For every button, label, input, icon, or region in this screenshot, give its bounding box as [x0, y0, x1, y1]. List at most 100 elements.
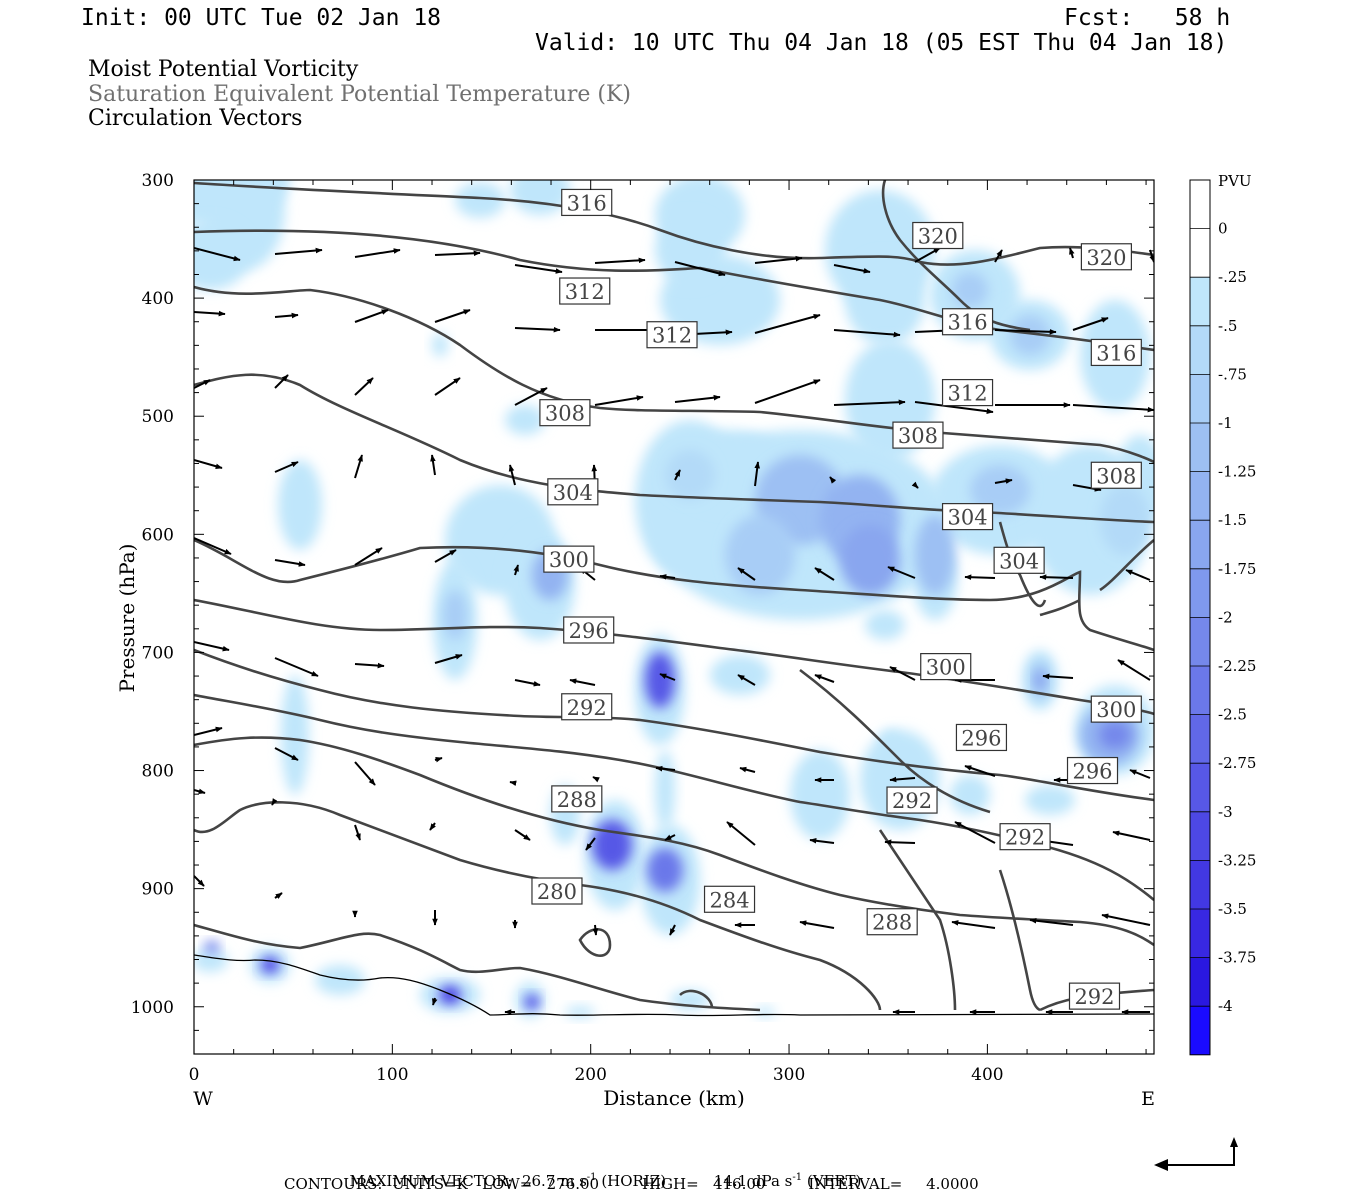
contour-label: 304	[948, 506, 988, 530]
circulation-vector	[664, 834, 676, 841]
forecast-hour: Fcst: 58 h	[1064, 5, 1231, 31]
circulation-vector	[194, 379, 211, 389]
contour-label: 308	[1096, 464, 1136, 488]
circulation-vector	[194, 310, 226, 317]
contour-label-box	[920, 653, 972, 681]
circulation-vector	[274, 247, 323, 255]
reference-vector-icon	[1154, 1137, 1238, 1171]
contour-label-box	[941, 308, 994, 336]
circulation-vector	[354, 824, 361, 841]
circulation-vector	[1125, 569, 1151, 581]
contour-label: 312	[652, 324, 692, 348]
contour-label-box	[551, 785, 603, 813]
circulation-vector	[1101, 913, 1151, 926]
pv-colorbar: 0 -.25 -.5 -.75 -1 -1.25 -1.5 -1.75 -2 -2.25 -2.5 -…	[1189, 179, 1256, 1056]
pv-blob-medium	[970, 465, 1030, 515]
circulation-vector	[669, 924, 676, 936]
theta-contour	[799, 668, 991, 814]
circulation-vector	[194, 641, 230, 652]
circulation-vector	[194, 459, 223, 469]
max-vector-horiz: 26.7 m s	[521, 1172, 587, 1190]
theta-contour	[194, 801, 882, 1011]
colorbar-level-label: -2.25	[1218, 657, 1256, 675]
pv-blob-medium	[725, 515, 795, 595]
contour-label-box	[912, 221, 964, 250]
contour-label-box	[703, 885, 756, 913]
contour-label: 316	[1096, 341, 1136, 365]
circulation-vector	[194, 537, 232, 555]
circulation-vector	[754, 379, 821, 404]
pv-blob-medium	[840, 525, 900, 595]
theta-contour	[194, 923, 761, 1012]
circulation-vector	[814, 567, 835, 581]
max-vector-label: MAXIMUM VECTOR:	[349, 1172, 513, 1190]
circulation-vector	[889, 666, 916, 681]
pv-blob-dark	[1099, 721, 1131, 749]
circulation-vector	[754, 461, 760, 487]
circulation-vector	[592, 924, 599, 936]
circulation-vector	[274, 747, 299, 761]
max-vector-vert: 14.1 dPa s	[713, 1172, 793, 1190]
contour-label-box	[999, 823, 1051, 851]
theta-contour	[1039, 598, 1081, 617]
theta-contour	[1099, 539, 1154, 592]
west-label: W	[193, 1088, 213, 1110]
circulation-vector	[954, 821, 996, 844]
circulation-vector	[994, 328, 1057, 335]
contour-label-box	[993, 546, 1045, 574]
colorbar-level-label: 0	[1218, 220, 1228, 238]
contour-label-box	[1090, 695, 1142, 723]
circulation-vector	[271, 798, 278, 806]
circulation-vector	[434, 377, 461, 396]
contour-label: 320	[1086, 246, 1126, 270]
contour-label: 284	[709, 888, 749, 912]
contour-label: 288	[872, 911, 912, 935]
pv-blob-light	[565, 1006, 595, 1018]
colorbar-level-label: -2.75	[1218, 754, 1256, 772]
colorbar-level-label: -4	[1218, 997, 1233, 1015]
colorbar-swatch	[1190, 811, 1210, 861]
colorbar-swatch	[1190, 763, 1210, 812]
circulation-vector	[674, 469, 681, 481]
contours-line: CONTOURS: UNITS=K LOW= 276.00 HIGH= 416.…	[284, 1175, 979, 1193]
colorbar-swatch	[1190, 471, 1210, 521]
circulation-vector	[754, 255, 803, 264]
pv-blob-medium	[665, 450, 715, 500]
contour-label: 320	[918, 225, 958, 249]
circulation-vector	[194, 247, 241, 262]
pv-shading	[194, 180, 1154, 1018]
circulation-vector	[514, 264, 563, 274]
pv-blob-dark	[1035, 670, 1045, 690]
y-tick-label: 900	[142, 880, 174, 900]
circulation-vector	[674, 394, 721, 403]
contour-label-box	[892, 421, 944, 449]
colorbar-swatch	[1190, 325, 1210, 375]
colorbar-swatch	[1190, 617, 1210, 666]
pv-blob-light	[505, 405, 545, 435]
pv-blob-light	[880, 730, 900, 750]
circulation-vector	[430, 454, 436, 476]
circulation-vector	[659, 673, 676, 681]
circulation-vector	[1072, 404, 1154, 413]
circulation-vector	[833, 264, 871, 274]
colorbar-swatch	[1190, 228, 1210, 278]
theta-contour	[194, 181, 1154, 266]
colorbar-level-label: -1.75	[1218, 560, 1256, 578]
y-tick-label: 700	[142, 643, 174, 663]
contour-label: 304	[553, 481, 593, 505]
circulation-vector	[833, 329, 901, 338]
colorbar-level-label: -3.75	[1218, 949, 1256, 967]
pv-blob-medium	[952, 272, 988, 308]
colorbar-level-label: -1	[1218, 414, 1233, 432]
circulation-vector	[914, 401, 994, 414]
colorbar-swatch	[1190, 1006, 1210, 1055]
colorbar-unit: PVU	[1218, 172, 1252, 190]
x-axis-title: Distance (km)	[603, 1086, 745, 1110]
x-axis: 0 100 200 300 400	[189, 180, 1147, 1085]
contour-label-box	[543, 545, 595, 573]
colorbar-level-label: -2.5	[1218, 706, 1247, 724]
circulation-vector	[887, 566, 916, 579]
contour-label: 312	[948, 382, 988, 406]
pv-blob-dark	[261, 957, 279, 973]
contour-label: 296	[961, 726, 1001, 750]
